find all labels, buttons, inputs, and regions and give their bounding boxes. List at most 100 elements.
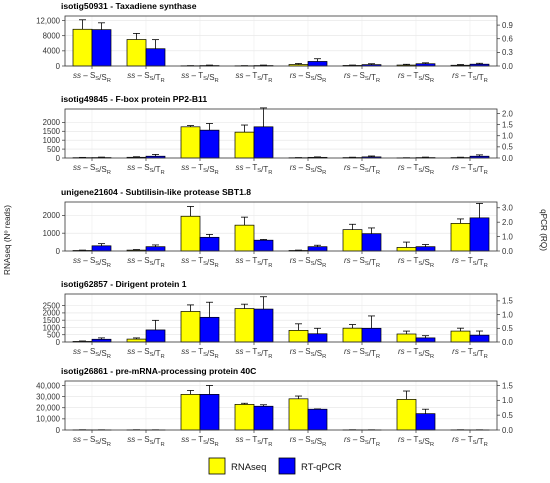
category-label: rs – TS/TR [452, 435, 488, 448]
category-label: rs – TS/SR [398, 347, 434, 360]
bar-rnaseq [342, 229, 363, 252]
bar-rtqpcr [253, 126, 274, 159]
bar-rtqpcr [145, 246, 166, 252]
right-tick-label: 0.5 [502, 324, 514, 333]
right-tick-label: 0.6 [502, 35, 513, 44]
bar-rtqpcr [91, 338, 112, 343]
left-tick-label: 0 [56, 426, 61, 435]
bar-rtqpcr [307, 333, 328, 343]
left-tick-label: 1000 [43, 323, 61, 332]
left-tick-label: 10,000 [36, 415, 61, 424]
bar-rnaseq [180, 126, 201, 159]
bar-rtqpcr [415, 337, 436, 343]
category-label: rs – SS/SR [290, 163, 327, 176]
category-label: rs – TS/SR [398, 435, 434, 448]
panel-title: isotig50931 - Taxadiene synthase [61, 1, 197, 11]
right-tick-label: 1.0 [502, 310, 514, 319]
bar-rnaseq [180, 215, 201, 252]
category-label: rs – SS/TR [344, 347, 380, 360]
right-tick-label: 2.0 [502, 218, 514, 227]
bar-rtqpcr [469, 334, 490, 343]
category-label: rs – TS/SR [398, 163, 434, 176]
left-tick-label: 12,000 [36, 16, 61, 25]
bar-rtqpcr [415, 246, 436, 252]
right-tick-label: 1.5 [502, 297, 514, 306]
bar-rnaseq [234, 131, 255, 159]
bar-rnaseq [180, 311, 201, 343]
category-label: ss – TS/TR [236, 347, 273, 360]
category-label: rs – SS/SR [290, 256, 327, 269]
bar-rnaseq [342, 327, 363, 343]
right-tick-label: 0.0 [502, 338, 514, 347]
panel-frame [64, 293, 498, 343]
bar-rtqpcr [307, 61, 328, 67]
category-label: ss – SS/TR [127, 435, 164, 448]
right-tick-label: 0.9 [502, 21, 513, 30]
category-label: rs – TS/TR [452, 256, 488, 269]
panel-title: isotig62857 - Dirigent protein 1 [61, 279, 187, 289]
category-label: ss – TS/SR [181, 256, 218, 269]
y-axis-label-right: qPCR (RQ) [539, 209, 548, 251]
right-tick-label: 2.0 [502, 109, 514, 118]
bar-rnaseq [180, 394, 201, 431]
left-tick-label: 1500 [43, 127, 61, 136]
right-tick-label: 0.5 [502, 143, 514, 152]
left-tick-label: 500 [47, 331, 61, 340]
plot-area [65, 294, 497, 342]
bar-rnaseq [396, 333, 417, 343]
left-tick-label: 1500 [43, 316, 61, 325]
bar-rtqpcr [199, 129, 220, 159]
bar-rnaseq [288, 330, 309, 343]
left-tick-label: 4000 [43, 47, 61, 56]
bar-rtqpcr [199, 394, 220, 431]
bar-rnaseq [450, 223, 471, 252]
category-label: rs – SS/TR [344, 256, 380, 269]
bar-rnaseq [288, 398, 309, 431]
category-label: rs – TS/SR [398, 71, 434, 84]
bar-rtqpcr [307, 408, 328, 431]
panel-frame [64, 108, 498, 159]
plot-area [65, 109, 497, 158]
category-label: rs – TS/TR [452, 163, 488, 176]
legend: RNAseq RT-qPCR [208, 457, 342, 475]
right-tick-label: 1.5 [502, 120, 514, 129]
bar-rtqpcr [199, 316, 220, 343]
category-label: ss – TS/SR [181, 71, 218, 84]
category-label: rs – SS/SR [290, 347, 327, 360]
category-label: ss – TS/TR [236, 256, 273, 269]
right-tick-label: 0.0 [502, 154, 514, 163]
panel-title: unigene21604 - Subtilisin-like protease … [61, 187, 251, 197]
panel-frame [64, 380, 498, 431]
bar-rnaseq [126, 39, 147, 67]
bar-rtqpcr [253, 308, 274, 343]
left-tick-label: 2000 [43, 309, 61, 318]
bar-rtqpcr [91, 29, 112, 67]
right-tick-label: 0.0 [502, 426, 514, 435]
legend-swatch-rtqpcr [278, 457, 296, 475]
bar-rnaseq [234, 308, 255, 343]
left-tick-label: 40,000 [36, 381, 61, 390]
bar-rtqpcr [361, 233, 382, 252]
category-label: ss – SS/SR [73, 163, 111, 176]
bar-rtqpcr [253, 239, 274, 252]
panel-3: unigene21604 - Subtilisin-like protease … [43, 187, 514, 269]
panel-1: isotig50931 - Taxadiene synthase 0 4000 800… [36, 1, 513, 84]
category-label: ss – SS/TR [127, 347, 164, 360]
category-label: ss – SS/TR [127, 163, 164, 176]
category-label: ss – TS/TR [236, 163, 273, 176]
left-tick-label: 2500 [43, 301, 61, 310]
category-label: ss – SS/SR [73, 71, 111, 84]
panel-frame [64, 15, 498, 67]
category-label: ss – TS/SR [181, 435, 218, 448]
category-label: rs – SS/TR [344, 71, 380, 84]
left-tick-label: 0 [56, 338, 61, 347]
right-tick-label: 1.0 [502, 396, 514, 405]
category-label: ss – SS/SR [73, 256, 111, 269]
category-label: ss – SS/TR [127, 256, 164, 269]
left-tick-label: 20,000 [36, 404, 61, 413]
category-label: ss – TS/SR [181, 347, 218, 360]
right-tick-label: 0.0 [502, 247, 514, 256]
left-tick-label: 8000 [43, 31, 61, 40]
left-tick-label: 2000 [43, 211, 61, 220]
